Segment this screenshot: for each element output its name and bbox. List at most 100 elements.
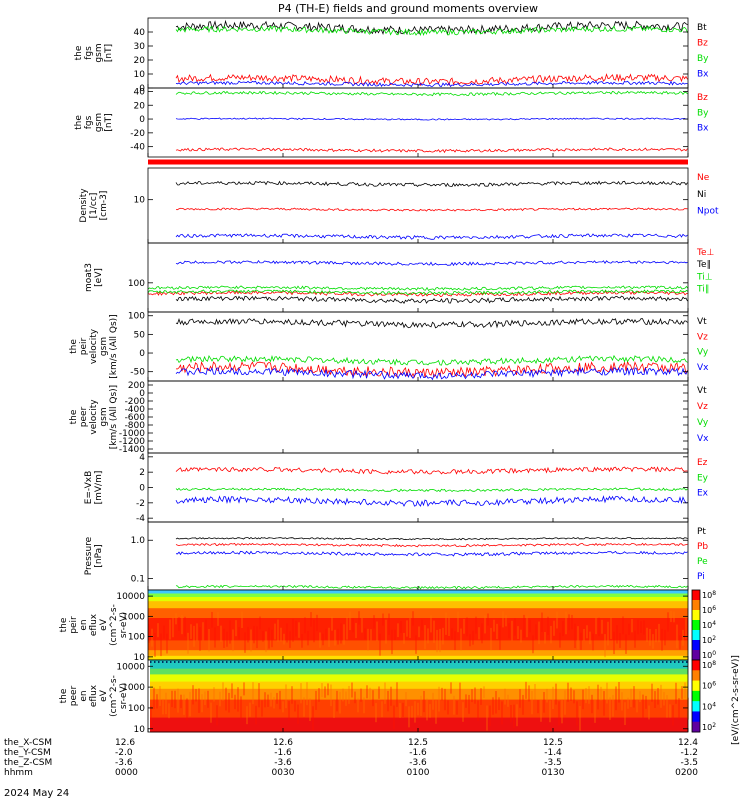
- series-Ni: [175, 180, 688, 188]
- ytick-label: -4: [136, 514, 145, 524]
- ylabel-line: en: [79, 690, 89, 701]
- series-Bz: [175, 73, 688, 87]
- panel-frame: [147, 167, 689, 244]
- ylabel-line: eV: [99, 618, 109, 631]
- series-Bz: [175, 147, 688, 154]
- ytick-label: -50: [130, 368, 145, 378]
- ylabel-line: the: [59, 688, 69, 703]
- legend-By: By: [697, 108, 709, 118]
- panel-frame: [147, 380, 689, 454]
- legend-Pt: Pt: [697, 527, 706, 537]
- orbit-value: -2.0: [115, 748, 133, 758]
- ytick-label: 10: [134, 653, 146, 663]
- ylabel-line: gsm: [99, 337, 109, 356]
- colorbar-tick: 102: [702, 722, 716, 732]
- ylabel-line: the: [69, 409, 79, 424]
- ylabel-line: sr-eV): [119, 683, 129, 709]
- legend-Bx: Bx: [697, 124, 709, 134]
- legend-Vy: Vy: [697, 418, 709, 428]
- ylabel-line: gsm: [99, 407, 109, 426]
- ylabel-line: [nT]: [104, 113, 114, 131]
- legend-Bz: Bz: [697, 93, 708, 103]
- series-Pe: [175, 584, 688, 590]
- ytick-label: 2: [139, 468, 145, 478]
- orbit-value: -1.2: [680, 748, 698, 758]
- ytick-label: 50: [134, 330, 146, 340]
- ytick-label: -40: [130, 143, 145, 153]
- ytick-label: 0.1: [131, 574, 145, 584]
- legend-Ey: Ey: [697, 473, 709, 483]
- ytick-label: 20: [134, 101, 146, 111]
- series-Vx: [175, 366, 688, 381]
- legend-Bx: Bx: [697, 70, 709, 80]
- ylabel-line: en: [79, 619, 89, 630]
- colorbar-tick: 104: [702, 620, 716, 630]
- series-Ti⊥: [147, 285, 689, 292]
- orbit-value: 12.5: [543, 738, 563, 748]
- ytick-label: 10000: [116, 592, 145, 602]
- series-Pt: [175, 536, 688, 541]
- series-Vt: [175, 317, 688, 329]
- colorbar-tick: 104: [702, 701, 716, 711]
- legend-Vx: Vx: [697, 363, 709, 373]
- orbit-value: -1.6: [274, 748, 292, 758]
- legend-Pe: Pe: [697, 557, 708, 567]
- ytick-label: 0: [139, 349, 145, 359]
- ytick-label: 1.0: [131, 536, 146, 546]
- ytick-label: -1400: [119, 445, 145, 455]
- panel-efield: Ez Ey Ex -4 -2 0 2 4 E=-VxB [mV/m]: [84, 452, 709, 524]
- legend-Vz: Vz: [697, 332, 708, 342]
- ylabel-line: peir: [69, 616, 79, 634]
- ytick-label: 200: [128, 381, 145, 391]
- series-Te∥: [175, 295, 688, 305]
- ytick-label: -800: [125, 421, 146, 431]
- legend-Pb: Pb: [697, 542, 708, 552]
- series-blue: [175, 259, 688, 267]
- plot-title: P4 (TH-E) fields and ground moments over…: [278, 2, 538, 15]
- ylabel-line: eflux: [89, 613, 99, 636]
- ytick-label: 40: [134, 28, 146, 38]
- legend-Bz: Bz: [697, 39, 708, 49]
- legend-Vt: Vt: [697, 386, 707, 396]
- panel-frame: [147, 87, 689, 158]
- ylabel-line: peer: [69, 685, 79, 706]
- orbit-value: 0000: [115, 768, 138, 778]
- ylabel-line: eflux: [89, 684, 99, 707]
- ytick-label: 1000: [122, 612, 145, 622]
- ylabel-line: the: [74, 115, 84, 130]
- panel-fgs_comp: Bz By Bx -40 -20 0 20 40 the fgs gsm [nT]: [74, 87, 709, 158]
- colorbar-tick: 106: [702, 681, 716, 691]
- date-label: 2024 May 24: [4, 788, 69, 799]
- ytick-label: 0: [139, 115, 145, 125]
- ytick-label: -1200: [119, 437, 145, 447]
- ylabel-line: the: [74, 45, 84, 60]
- orbit-value: -3.6: [409, 758, 427, 768]
- panel-frame: [147, 452, 689, 523]
- panel-frame: [147, 17, 689, 89]
- legend-Vz: Vz: [697, 402, 708, 412]
- series-Ne: [175, 207, 688, 212]
- ylabel-line: [km/s (All Qs)]: [109, 385, 119, 449]
- ylabel-line: (cm^2-s-: [109, 675, 119, 717]
- ytick-label: 100: [128, 704, 145, 714]
- ylabel-line: gsm: [94, 43, 104, 62]
- ylabel-line: sr-eV): [119, 612, 129, 638]
- legend-Ti∥: Ti∥: [696, 285, 709, 295]
- ytick-label: -1000: [119, 429, 145, 439]
- ytick-label: 10: [134, 70, 146, 80]
- ytick-label: -600: [125, 413, 146, 423]
- ylabel-line: peer: [79, 406, 89, 427]
- ytick-label: 10: [134, 196, 146, 206]
- ytick-label: 4: [139, 453, 145, 463]
- ylabel-line: eV: [99, 689, 109, 702]
- ylabel-line: [eV]: [94, 268, 104, 287]
- ytick-label: 0: [139, 484, 145, 494]
- series-Ex: [175, 495, 688, 507]
- series-Npot: [175, 233, 688, 240]
- panel-fgs_mag: Bt Bz By Bx 0 10 20 30 40 the fgs gsm [nT]: [74, 17, 709, 94]
- panel-density: Ne Ni Npot 10 Density [1/cc] [cm-3]: [79, 167, 719, 244]
- orbit-table: the_X-CSM 12.6 12.6 12.5 12.5 12.4 the_Y-CSM -2…: [4, 738, 698, 778]
- legend-Ex: Ex: [697, 489, 709, 499]
- series-Bx: [175, 80, 688, 88]
